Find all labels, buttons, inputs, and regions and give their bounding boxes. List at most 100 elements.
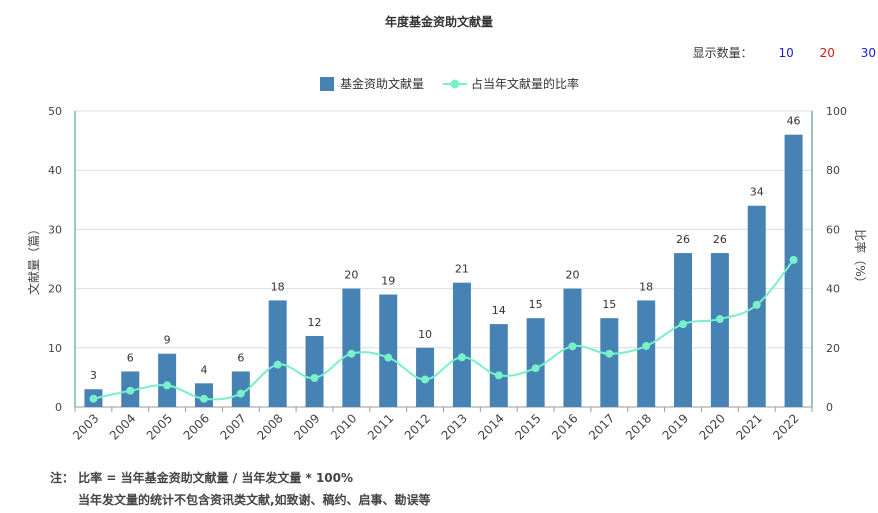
bar	[231, 371, 250, 407]
bar	[342, 288, 361, 407]
x-tick-label: 2020	[696, 411, 727, 442]
bar	[674, 253, 693, 407]
y-tick-label: 20	[48, 283, 62, 296]
y-tick-label: 50	[48, 105, 62, 118]
ratio-point	[494, 371, 503, 380]
bar-value-label: 26	[676, 233, 690, 246]
bar	[452, 282, 471, 407]
ratio-point	[421, 375, 430, 384]
y2-tick-label: 80	[826, 164, 840, 177]
bar-value-label: 19	[381, 275, 395, 288]
ratio-note: 注： 比率 = 当年基金资助文献量 / 当年发文量 * 100%	[50, 471, 354, 485]
bar-value-label: 46	[787, 115, 801, 128]
x-tick-label: 2011	[365, 411, 396, 442]
y-axis-title: 文献量（篇）	[26, 223, 41, 295]
ratio-point	[531, 364, 540, 373]
bar	[710, 253, 729, 407]
bar	[268, 300, 287, 407]
y-tick-label: 0	[55, 401, 62, 414]
bar-value-label: 6	[237, 351, 244, 364]
x-tick-label: 2003	[70, 411, 101, 442]
ratio-point	[568, 342, 577, 351]
ratio-point	[679, 320, 688, 329]
bar-value-label: 21	[455, 263, 469, 276]
bar-value-label: 15	[602, 298, 616, 311]
display-count-option-20[interactable]: 20	[819, 46, 835, 60]
bar	[784, 134, 803, 407]
bar-value-label: 4	[200, 363, 207, 376]
bar-value-label: 15	[529, 298, 543, 311]
bar	[305, 335, 324, 407]
ratio-point	[273, 360, 282, 369]
ratio-point	[457, 353, 466, 362]
bar-value-label: 12	[308, 316, 322, 329]
ratio-point	[642, 342, 651, 351]
ratio-point	[384, 353, 393, 362]
x-tick-label: 2022	[770, 411, 801, 442]
bar-value-label: 34	[750, 186, 764, 199]
legend-bar-label: 基金资助文献量	[340, 76, 424, 91]
display-count-option-10[interactable]: 10	[778, 46, 794, 60]
x-tick-label: 2019	[660, 411, 691, 442]
x-tick-label: 2016	[549, 411, 580, 442]
bar	[600, 318, 619, 407]
bar-value-label: 9	[164, 334, 171, 347]
legend-line-label: 占当年文献量的比率	[471, 76, 579, 91]
y-tick-label: 10	[48, 342, 62, 355]
x-tick-label: 2008	[254, 411, 285, 442]
x-tick-label: 2010	[328, 411, 359, 442]
x-tick-label: 2005	[144, 411, 175, 442]
x-tick-label: 2013	[439, 411, 470, 442]
y2-tick-label: 60	[826, 223, 840, 236]
exclusion-note: 当年发文量的统计不包含资讯类文献,如致谢、稿约、启事、勘误等	[78, 493, 431, 507]
bar-value-label: 18	[639, 280, 653, 293]
bar	[158, 353, 177, 407]
ratio-point	[199, 394, 208, 403]
x-tick-label: 2007	[217, 411, 248, 442]
bar	[637, 300, 656, 407]
ratio-point	[605, 349, 614, 358]
chart-title: 年度基金资助文献量	[384, 15, 493, 29]
ratio-point	[310, 373, 319, 382]
ratio-point	[126, 386, 135, 395]
y2-tick-label: 100	[826, 105, 847, 118]
bar-value-label: 6	[127, 351, 134, 364]
bar	[379, 294, 398, 407]
bar-value-label: 10	[418, 328, 432, 341]
ratio-point	[789, 255, 798, 264]
bar-value-label: 20	[565, 269, 579, 282]
bar-value-label: 18	[271, 280, 285, 293]
y2-tick-label: 20	[826, 342, 840, 355]
bar-value-label: 3	[90, 369, 97, 382]
x-tick-label: 2017	[586, 411, 617, 442]
ratio-point	[236, 389, 245, 398]
x-tick-label: 2021	[733, 411, 764, 442]
ratio-point	[163, 381, 172, 390]
x-tick-label: 2004	[107, 411, 138, 442]
x-tick-label: 2006	[181, 411, 212, 442]
x-tick-label: 2015	[512, 411, 543, 442]
bar	[526, 318, 545, 407]
chart: 基金资助文献量 占当年文献量的比率 0 10 20 30 40 50 0 20 40 60 80 100 文…	[26, 76, 868, 443]
ratio-point	[347, 349, 356, 358]
legend-bar-swatch	[320, 77, 334, 91]
bar	[489, 324, 508, 407]
display-count-label: 显示数量：	[692, 46, 753, 60]
x-tick-label: 2018	[623, 411, 654, 442]
bar-value-label: 14	[492, 304, 506, 317]
x-tick-label: 2014	[475, 411, 506, 442]
bar-value-label: 26	[713, 233, 727, 246]
bar-value-label: 20	[344, 269, 358, 282]
y2-axis-title: 比率（%）	[853, 229, 868, 288]
y-tick-label: 40	[48, 164, 62, 177]
x-tick-label: 2012	[402, 411, 433, 442]
legend-line-marker	[450, 79, 460, 89]
x-tick-label: 2009	[291, 411, 322, 442]
y2-tick-label: 0	[826, 401, 833, 414]
display-count-selector: 显示数量： 10 20 30	[0, 44, 878, 61]
y2-tick-label: 40	[826, 283, 840, 296]
ratio-point	[89, 394, 98, 403]
ratio-point	[715, 315, 724, 324]
display-count-option-30[interactable]: 30	[860, 46, 876, 60]
ratio-point	[752, 300, 761, 309]
